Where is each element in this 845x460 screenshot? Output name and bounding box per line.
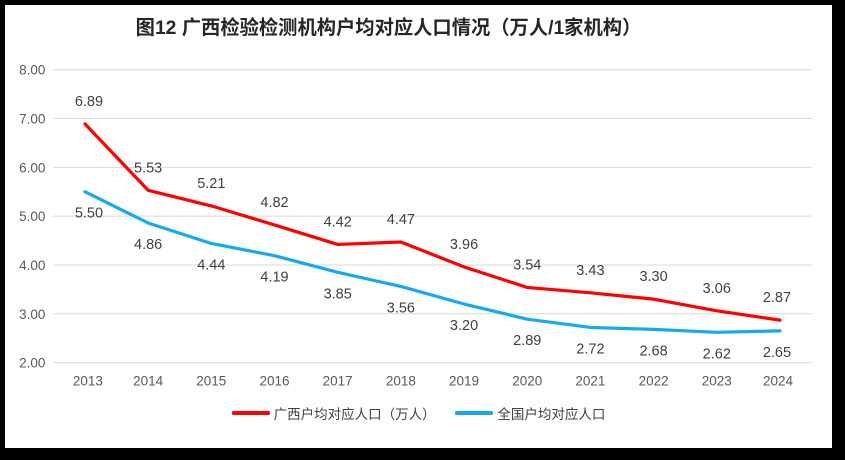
svg-text:4.00: 4.00 <box>19 258 45 273</box>
svg-text:2013: 2013 <box>73 374 103 389</box>
svg-text:3.43: 3.43 <box>576 263 604 279</box>
svg-text:3.96: 3.96 <box>450 237 478 253</box>
svg-text:8.00: 8.00 <box>19 63 45 78</box>
svg-text:4.42: 4.42 <box>324 214 352 230</box>
svg-text:3.30: 3.30 <box>639 269 667 285</box>
svg-text:2019: 2019 <box>449 374 479 389</box>
svg-text:2014: 2014 <box>133 374 164 389</box>
svg-text:4.19: 4.19 <box>260 270 288 286</box>
svg-text:5.53: 5.53 <box>134 160 162 176</box>
svg-text:2023: 2023 <box>702 374 732 389</box>
svg-text:4.86: 4.86 <box>134 237 162 253</box>
svg-text:5.21: 5.21 <box>197 176 225 192</box>
svg-text:2.72: 2.72 <box>576 341 604 357</box>
svg-text:2018: 2018 <box>386 374 416 389</box>
svg-text:2022: 2022 <box>639 374 669 389</box>
svg-text:7.00: 7.00 <box>19 112 45 127</box>
svg-text:2.87: 2.87 <box>763 290 791 306</box>
svg-text:4.82: 4.82 <box>260 195 288 211</box>
svg-text:2.65: 2.65 <box>763 345 791 361</box>
svg-text:6.89: 6.89 <box>75 94 103 110</box>
svg-text:4.44: 4.44 <box>197 257 225 273</box>
svg-text:2017: 2017 <box>323 374 353 389</box>
svg-text:3.85: 3.85 <box>324 286 352 302</box>
svg-text:6.00: 6.00 <box>19 160 45 175</box>
svg-text:2.00: 2.00 <box>19 356 45 371</box>
svg-text:3.54: 3.54 <box>513 257 541 273</box>
svg-text:5.00: 5.00 <box>19 209 45 224</box>
svg-text:3.00: 3.00 <box>19 307 45 322</box>
svg-text:2.62: 2.62 <box>703 346 731 362</box>
svg-text:3.06: 3.06 <box>703 281 731 297</box>
svg-text:4.47: 4.47 <box>387 212 415 228</box>
svg-text:5.50: 5.50 <box>75 206 103 222</box>
svg-text:2024: 2024 <box>763 374 794 389</box>
svg-text:2015: 2015 <box>196 374 226 389</box>
svg-text:2.68: 2.68 <box>639 343 667 359</box>
svg-text:2020: 2020 <box>512 374 542 389</box>
svg-text:2016: 2016 <box>259 374 289 389</box>
svg-text:2.89: 2.89 <box>513 333 541 349</box>
svg-text:3.20: 3.20 <box>450 318 478 334</box>
svg-text:3.56: 3.56 <box>387 300 415 316</box>
svg-text:2021: 2021 <box>575 374 605 389</box>
